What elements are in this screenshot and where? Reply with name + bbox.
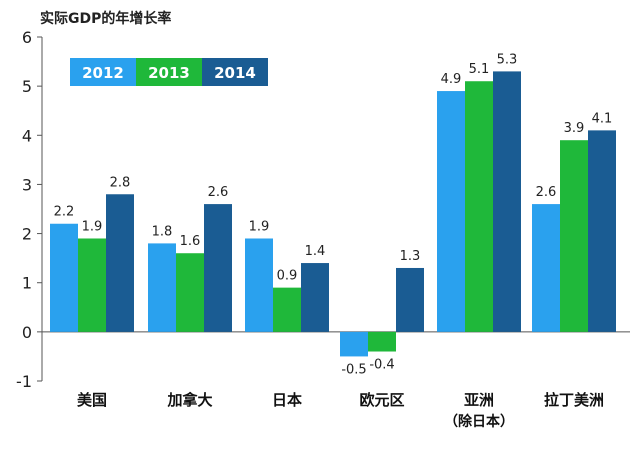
bar-2012-3 bbox=[340, 331, 368, 357]
data-label: 5.1 bbox=[469, 62, 490, 77]
x-category-label: 美国 bbox=[77, 391, 107, 409]
data-label: 1.9 bbox=[82, 219, 103, 234]
legend-swatch-2013 bbox=[136, 58, 202, 86]
y-tick-label: 0 bbox=[22, 323, 32, 342]
x-category-label: 日本 bbox=[272, 391, 302, 409]
bar-2014-3 bbox=[396, 267, 424, 332]
bar-2013-3 bbox=[368, 331, 396, 352]
bar-2014-2 bbox=[301, 263, 329, 332]
legend: 2012 2013 2014 bbox=[70, 58, 268, 86]
data-label: 5.3 bbox=[497, 52, 518, 67]
x-category-label: 亚洲 bbox=[464, 391, 494, 409]
data-label: 2.6 bbox=[536, 185, 557, 200]
bar-2014-5 bbox=[588, 130, 616, 332]
bar-2012-4 bbox=[437, 91, 465, 332]
data-label: 3.9 bbox=[564, 121, 585, 136]
data-label: 2.8 bbox=[110, 175, 131, 190]
x-category-label: 加拿大 bbox=[166, 391, 212, 409]
y-tick-label: 3 bbox=[22, 175, 32, 194]
data-label: 4.1 bbox=[592, 111, 613, 126]
bar-2012-1 bbox=[148, 243, 176, 332]
bar-2012-2 bbox=[245, 238, 273, 332]
legend-label-2014: 2014 bbox=[214, 64, 256, 82]
legend-label-2012: 2012 bbox=[82, 64, 124, 82]
bar-2013-0 bbox=[78, 238, 106, 332]
bar-2014-1 bbox=[204, 204, 232, 332]
chart-title: 实际GDP的年增长率 bbox=[40, 11, 172, 27]
y-tick-label: 6 bbox=[22, 28, 32, 47]
data-label: 1.9 bbox=[249, 219, 270, 234]
bar-2012-0 bbox=[50, 223, 78, 332]
legend-label-2013: 2013 bbox=[148, 64, 190, 82]
bar-2012-5 bbox=[532, 204, 560, 332]
bar-2013-2 bbox=[273, 287, 301, 332]
data-label: 1.4 bbox=[305, 244, 326, 259]
bar-2014-4 bbox=[493, 71, 521, 332]
data-label: 1.8 bbox=[152, 224, 173, 239]
y-tick-label: 2 bbox=[22, 225, 32, 244]
x-category-label: 欧元区 bbox=[359, 391, 404, 409]
y-tick-label: -1 bbox=[16, 372, 32, 391]
data-label: -0.5 bbox=[341, 362, 366, 377]
y-tick-label: 4 bbox=[22, 126, 32, 145]
data-label: 2.2 bbox=[54, 205, 75, 220]
bar-2014-0 bbox=[106, 194, 134, 332]
data-label: 1.3 bbox=[400, 249, 421, 264]
y-tick-label: 1 bbox=[22, 274, 32, 293]
data-label: 4.9 bbox=[441, 72, 462, 87]
x-category-sublabel: （除日本） bbox=[444, 413, 514, 430]
bar-2013-5 bbox=[560, 140, 588, 332]
bar-2013-1 bbox=[176, 253, 204, 332]
bar-2013-4 bbox=[465, 81, 493, 332]
x-category-label: 拉丁美洲 bbox=[544, 391, 604, 409]
data-label: -0.4 bbox=[369, 358, 394, 373]
data-label: 1.6 bbox=[180, 234, 201, 249]
data-label: 0.9 bbox=[277, 269, 298, 284]
y-tick-label: 5 bbox=[22, 77, 32, 96]
legend-swatch-2014 bbox=[202, 58, 268, 86]
data-label: 2.6 bbox=[208, 185, 229, 200]
legend-swatch-2012 bbox=[70, 58, 136, 86]
